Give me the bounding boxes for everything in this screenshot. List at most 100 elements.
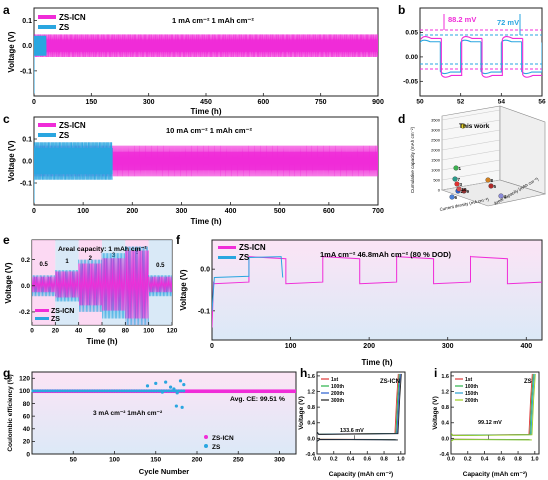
series-outlier-zs bbox=[160, 390, 164, 394]
y-tick-label: 0.0 bbox=[307, 436, 315, 442]
series-point-zs bbox=[75, 389, 79, 393]
series-point-zs bbox=[88, 389, 92, 393]
series-point-zs bbox=[83, 389, 87, 393]
y-tick-label: -0.2 bbox=[19, 309, 31, 316]
series-point-zs bbox=[51, 389, 55, 393]
legend-1st: 1st bbox=[331, 377, 339, 383]
series-point-zs bbox=[70, 389, 74, 393]
series-line-zs-icn bbox=[212, 255, 542, 328]
x-tick-label: 100 bbox=[285, 343, 297, 350]
panel-f-ylabel: Voltage (V) bbox=[179, 269, 188, 311]
panel-label-a: a bbox=[3, 3, 10, 17]
x-tick-label: 450 bbox=[200, 99, 212, 106]
point-this-work bbox=[460, 123, 466, 129]
point-label: 4 bbox=[504, 194, 507, 199]
panel-f-annotation: 1mA cm⁻² 46.8mAh cm⁻² (80 % DOD) bbox=[320, 250, 452, 259]
z-grid-line bbox=[441, 159, 501, 171]
series-line-zs-icn bbox=[78, 263, 103, 306]
series-point-zs bbox=[53, 389, 57, 393]
series-line-zs-icn bbox=[125, 250, 149, 319]
series-point-zs bbox=[127, 389, 131, 393]
rate-label: 1 bbox=[65, 259, 69, 265]
x-tick-label: 1.0 bbox=[397, 457, 405, 463]
series-point-zs bbox=[46, 389, 50, 393]
y-tick-label: -0.4 bbox=[440, 452, 450, 458]
y-tick-label: 120 bbox=[19, 376, 30, 383]
x-tick-label: 150 bbox=[85, 99, 97, 106]
series-point-zs bbox=[56, 389, 60, 393]
y-tick-label: 20 bbox=[23, 439, 31, 446]
panel-h-xlabel: Capacity (mAh cm⁻²) bbox=[329, 471, 393, 478]
z-grid-line bbox=[441, 109, 501, 121]
x-tick-label: 0 bbox=[32, 208, 36, 215]
legend-300th: 300th bbox=[331, 398, 344, 404]
x-tick-label: 400 bbox=[225, 208, 237, 215]
z-tick-label: 1000 bbox=[431, 168, 441, 173]
panel-f-legend-zs: ZS bbox=[239, 253, 250, 262]
panel-h-label: ZS-ICN bbox=[380, 379, 400, 385]
series-outlier-zs bbox=[174, 404, 178, 408]
y-tick-label: 0.0 bbox=[22, 158, 32, 165]
panel-i-label: ZS bbox=[524, 379, 532, 385]
y-tick-label: 100 bbox=[19, 388, 30, 395]
point-5 bbox=[488, 183, 494, 189]
panel-a-ylabel: Voltage (V) bbox=[7, 31, 16, 73]
x-tick-label: 50 bbox=[70, 457, 78, 464]
panel-label-f: f bbox=[176, 233, 181, 247]
z-grid-line bbox=[441, 179, 501, 191]
series-line-zs-icn bbox=[101, 258, 126, 311]
series-point-zs bbox=[130, 389, 134, 393]
series-discharge-300th bbox=[317, 439, 398, 442]
series-point-zs bbox=[105, 389, 109, 393]
series-point-zs bbox=[152, 389, 156, 393]
series-outlier-zs bbox=[178, 379, 183, 383]
series-band-zs-icn bbox=[34, 39, 378, 52]
series-point-zs bbox=[48, 389, 52, 393]
rate-label: 0.5 bbox=[156, 263, 165, 269]
y-tick-label: 0.8 bbox=[441, 405, 449, 411]
panel-label-c: c bbox=[3, 112, 10, 126]
y-tick-label: 0.0 bbox=[441, 436, 449, 442]
point-8 bbox=[485, 177, 491, 183]
z-grid-line bbox=[441, 149, 501, 161]
panel-c-legend-zs-icn: ZS-ICN bbox=[59, 121, 86, 130]
z-tick-label: 2000 bbox=[431, 148, 441, 153]
panel-e-xlabel: Time (h) bbox=[87, 337, 118, 346]
x-tick-label: 750 bbox=[315, 99, 327, 106]
point-label: 6 bbox=[455, 195, 458, 200]
x-tick-label: 100 bbox=[109, 457, 120, 464]
series-point-zs bbox=[108, 389, 112, 393]
series-point-zs bbox=[38, 389, 42, 393]
x-tick-label: 0.8 bbox=[380, 457, 388, 463]
x-tick-label: 600 bbox=[323, 208, 335, 215]
z-grid-line bbox=[441, 139, 501, 151]
point-7 bbox=[452, 176, 458, 182]
panel-e-rate-performance: 0.5 1 2 3 5 0.5 0 20 40 60 80 100 120 -0.2 0.0 0.2 Are… bbox=[4, 239, 178, 346]
panel-g-xlabel: Cycle Number bbox=[139, 467, 190, 476]
series-outlier-zs bbox=[154, 381, 158, 385]
point-label: 5 bbox=[494, 184, 497, 189]
panel-i-annotation: 99.12 mV bbox=[478, 420, 502, 426]
point-6 bbox=[449, 194, 455, 200]
series-outlier-zs bbox=[175, 391, 179, 395]
panel-f-legend-zs-icn: ZS-ICN bbox=[239, 243, 266, 252]
series-band-zs bbox=[34, 39, 47, 52]
panel-label-d: d bbox=[398, 112, 405, 126]
x-tick-label: 54 bbox=[498, 99, 506, 106]
series-point-zs bbox=[36, 389, 40, 393]
series-point-zs bbox=[182, 389, 186, 393]
panel-g-legend-marker-zs-icn bbox=[204, 435, 208, 439]
series-charge-200th bbox=[451, 373, 536, 437]
series-discharge-200th bbox=[451, 439, 532, 442]
panel-c-legend-swatch-zs bbox=[38, 133, 56, 137]
series-point-zs bbox=[150, 389, 154, 393]
series-line-zs-icn bbox=[148, 276, 172, 293]
series-point-zs bbox=[90, 389, 94, 393]
x-tick-label: 600 bbox=[257, 99, 269, 106]
panel-label-h: h bbox=[300, 366, 307, 380]
panel-d-xlabel: Current density (mA cm⁻²) bbox=[439, 197, 490, 212]
series-point-zs bbox=[85, 389, 89, 393]
series-point-zs bbox=[137, 389, 141, 393]
x-tick-label: 0 bbox=[30, 328, 34, 335]
